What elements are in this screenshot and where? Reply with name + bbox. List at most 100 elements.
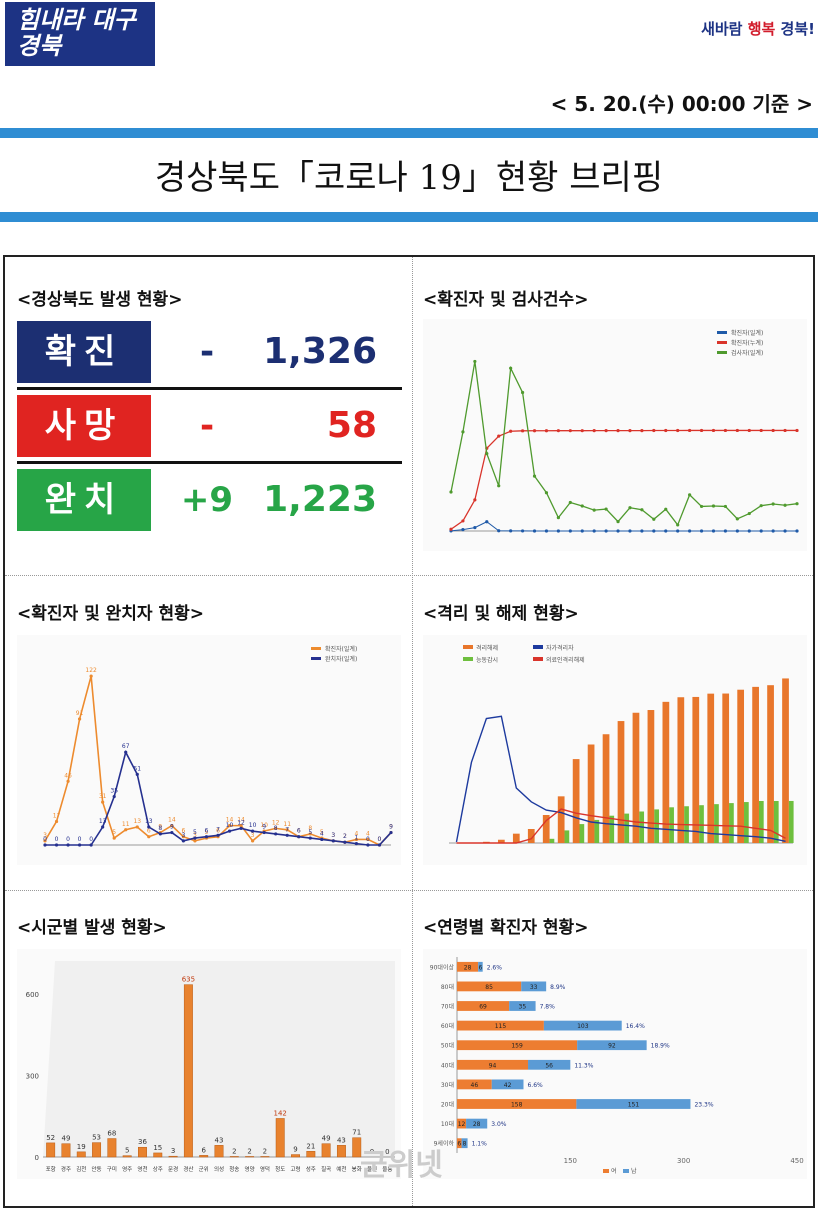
data-point bbox=[193, 836, 197, 840]
data-label: 11 bbox=[122, 821, 130, 828]
data-point bbox=[366, 837, 370, 842]
bar-released bbox=[752, 686, 759, 843]
data-point bbox=[592, 428, 596, 433]
city-category-label: 청송 bbox=[229, 1165, 239, 1173]
data-point bbox=[101, 800, 105, 804]
data-point bbox=[147, 835, 151, 839]
series-line bbox=[456, 808, 786, 844]
status-delta: +9 bbox=[180, 480, 234, 520]
city-category-label: 영천 bbox=[137, 1165, 147, 1173]
city-category-label: 칠곡 bbox=[321, 1165, 331, 1173]
data-point bbox=[676, 523, 680, 527]
legend-swatch bbox=[717, 351, 727, 354]
city-category-label: 경주 bbox=[61, 1166, 71, 1173]
data-point bbox=[723, 504, 728, 509]
data-label: 51 bbox=[133, 765, 141, 772]
bar-monitoring bbox=[729, 803, 734, 843]
city-value-label: 635 bbox=[182, 976, 195, 984]
legend-label: 자가격리자 bbox=[546, 644, 574, 652]
age-female-label: 46 bbox=[471, 1082, 479, 1089]
data-point bbox=[723, 428, 728, 433]
data-label: 17 bbox=[53, 812, 61, 819]
x-tick-label: 300 bbox=[677, 1157, 690, 1165]
city-bar bbox=[138, 1146, 147, 1158]
data-point bbox=[771, 428, 775, 433]
status-row: 사망 - 58 bbox=[17, 395, 397, 457]
quarantine-chart: 격리해제 자가격리자 능동감시 의료인격리해제 bbox=[423, 635, 807, 865]
bar-released bbox=[677, 697, 685, 843]
data-point bbox=[699, 529, 704, 533]
city-category-label: 예천 bbox=[336, 1165, 346, 1173]
legend-swatch bbox=[311, 647, 321, 650]
data-point bbox=[723, 529, 728, 533]
data-point bbox=[66, 843, 70, 847]
recovered-section-title: <확진자 및 완치자 현황> bbox=[17, 604, 205, 624]
bar-released bbox=[587, 744, 595, 843]
data-point bbox=[520, 529, 525, 533]
city-value-label: 0 bbox=[370, 1148, 374, 1156]
age-bar-female bbox=[457, 1040, 578, 1051]
data-point bbox=[331, 839, 335, 843]
data-point bbox=[497, 484, 501, 488]
data-point bbox=[461, 430, 465, 434]
data-label: 35 bbox=[110, 788, 118, 795]
data-point bbox=[688, 428, 692, 433]
bar-released bbox=[692, 696, 700, 843]
data-label: 11 bbox=[283, 821, 291, 828]
age-bar-female bbox=[457, 1020, 544, 1031]
legend-label: 완치자(일계) bbox=[325, 655, 357, 663]
data-point bbox=[473, 525, 477, 530]
city-bar bbox=[92, 1142, 102, 1158]
age-bar-male bbox=[528, 1059, 571, 1070]
legend-swatch bbox=[717, 341, 727, 344]
report-date: < 5. 20.(수) 00:00 기준 > bbox=[550, 92, 813, 116]
bar-monitoring bbox=[594, 819, 600, 843]
age-female-label: 12 bbox=[458, 1121, 466, 1128]
data-point bbox=[735, 529, 739, 533]
city-category-label: 김천 bbox=[76, 1165, 86, 1173]
data-point bbox=[101, 825, 105, 829]
data-point bbox=[676, 529, 680, 533]
data-point bbox=[640, 529, 644, 533]
city-category-label: 고령 bbox=[290, 1165, 300, 1173]
data-label: 5 bbox=[308, 829, 312, 836]
data-point bbox=[193, 839, 197, 843]
city-value-label: 2 bbox=[263, 1147, 267, 1155]
gyeongbuk-brand-logo: 새바람 행복 경북! bbox=[701, 18, 815, 39]
data-point bbox=[449, 527, 453, 531]
data-point bbox=[78, 717, 82, 721]
city-category-label: 봉화 bbox=[352, 1166, 362, 1173]
data-label: 122 bbox=[85, 667, 97, 674]
data-label: 14 bbox=[168, 817, 176, 824]
data-point bbox=[628, 506, 632, 510]
city-value-label: 9 bbox=[293, 1146, 297, 1154]
data-point bbox=[711, 428, 716, 433]
city-category-label: 성주 bbox=[306, 1165, 316, 1173]
series-line bbox=[450, 361, 798, 527]
data-label: 67 bbox=[122, 743, 130, 750]
bar-monitoring bbox=[758, 801, 764, 843]
data-label: 0 bbox=[378, 836, 382, 843]
data-label: 3 bbox=[43, 832, 47, 839]
panel-divider-2 bbox=[5, 890, 813, 891]
data-point bbox=[664, 507, 668, 511]
data-point bbox=[170, 830, 174, 835]
age-bar-female bbox=[457, 981, 522, 992]
city-value-label: 6 bbox=[201, 1146, 206, 1154]
age-male-label: 6 bbox=[479, 964, 483, 971]
data-point bbox=[580, 529, 584, 533]
data-point bbox=[308, 836, 312, 840]
data-point bbox=[699, 428, 704, 433]
bar-released bbox=[572, 759, 580, 843]
data-point bbox=[89, 674, 93, 678]
page-title: 경상북도「코로나 19」현황 브리핑 bbox=[154, 158, 664, 198]
city-chart: 600 300 0 52 포항 49 경주 19 김천 53 안동 68 구미 5 영주 36 영천 15 상주 3 문… bbox=[17, 949, 401, 1179]
data-label: 8 bbox=[158, 825, 162, 832]
age-bar-female bbox=[457, 1079, 492, 1090]
data-label: 9 bbox=[389, 824, 393, 831]
city-bar bbox=[61, 1143, 71, 1158]
status-separator bbox=[17, 461, 402, 464]
age-bar-male bbox=[577, 1040, 647, 1051]
data-point bbox=[54, 843, 59, 847]
city-category-label: 군위 bbox=[199, 1165, 209, 1173]
